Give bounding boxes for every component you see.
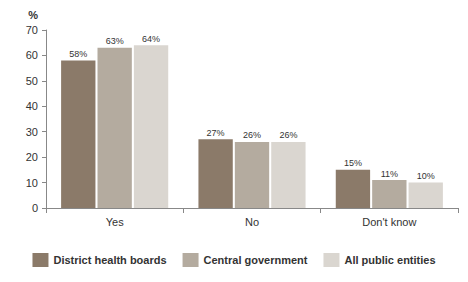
svg-text:15%: 15% <box>344 158 362 168</box>
svg-text:20: 20 <box>26 151 38 163</box>
svg-text:10: 10 <box>26 177 38 189</box>
svg-text:26%: 26% <box>279 130 297 140</box>
svg-text:63%: 63% <box>106 36 124 46</box>
svg-text:Don't know: Don't know <box>362 216 416 228</box>
svg-text:64%: 64% <box>142 34 160 44</box>
svg-text:27%: 27% <box>207 128 225 138</box>
svg-text:60: 60 <box>26 49 38 61</box>
svg-text:40: 40 <box>26 100 38 112</box>
svg-text:26%: 26% <box>243 130 261 140</box>
svg-text:District health boards: District health boards <box>53 254 166 266</box>
svg-text:All public entities: All public entities <box>344 254 435 266</box>
svg-text:30: 30 <box>26 126 38 138</box>
svg-text:11%: 11% <box>381 169 398 179</box>
svg-text:Yes: Yes <box>106 216 124 228</box>
svg-text:0: 0 <box>32 202 38 214</box>
svg-text:10%: 10% <box>417 171 435 181</box>
svg-text:%: % <box>28 9 38 21</box>
svg-text:50: 50 <box>26 75 38 87</box>
svg-text:70: 70 <box>26 24 38 36</box>
svg-text:No: No <box>245 216 259 228</box>
svg-text:58%: 58% <box>69 49 87 59</box>
svg-text:Central government: Central government <box>204 254 308 266</box>
